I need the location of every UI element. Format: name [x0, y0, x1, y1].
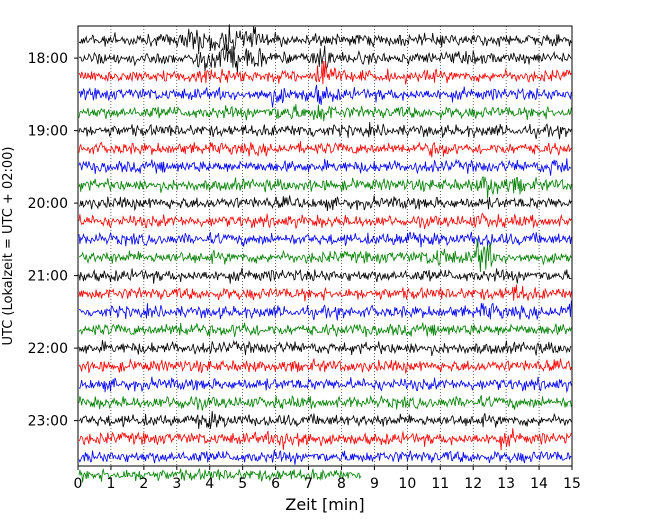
- seismic-trace: [78, 339, 572, 356]
- x-tick-label: 7: [304, 476, 313, 492]
- seismic-trace: [78, 428, 572, 451]
- x-tick-label: 2: [139, 476, 148, 492]
- x-tick-label: 8: [337, 476, 346, 492]
- x-tick-label: 13: [497, 476, 515, 492]
- y-tick-label: 19:00: [28, 124, 68, 140]
- x-tick-label: 0: [74, 476, 83, 492]
- seismic-trace: [78, 44, 572, 74]
- x-tick-label: 9: [370, 476, 379, 492]
- seismic-trace: [78, 195, 572, 212]
- seismic-trace: [78, 24, 572, 55]
- seismic-trace: [78, 395, 572, 411]
- y-tick-label: 22:00: [28, 341, 68, 357]
- x-tick-label: 1: [106, 476, 115, 492]
- y-axis-ticks: 18:00 19:00 20:00 21:00 22:00 23:00: [28, 51, 78, 430]
- y-tick-label: 21:00: [28, 269, 68, 285]
- x-tick-label: 3: [172, 476, 181, 492]
- x-tick-label: 14: [530, 476, 548, 492]
- x-tick-label: 15: [563, 476, 581, 492]
- seismic-trace: [78, 449, 572, 465]
- seismic-trace: [78, 158, 572, 176]
- seismic-trace: [78, 284, 572, 302]
- y-tick-label: 23:00: [28, 414, 68, 430]
- seismic-trace: [78, 358, 572, 375]
- seismic-trace: [78, 212, 572, 230]
- seismic-trace: [78, 300, 572, 321]
- seismic-trace: [78, 84, 572, 108]
- seismic-trace: [78, 376, 572, 394]
- y-tick-label: 20:00: [28, 196, 68, 212]
- x-axis-ticks: 0 1 2 3 4 5 6 7 8 9 10 11 12 13 14 15: [74, 466, 581, 492]
- y-tick-label: 18:00: [28, 51, 68, 67]
- x-tick-label: 6: [271, 476, 280, 492]
- x-tick-label: 12: [464, 476, 482, 492]
- seismic-trace: [78, 238, 572, 273]
- seismic-trace: [78, 267, 572, 284]
- seismic-trace: [78, 175, 572, 199]
- x-tick-label: 5: [238, 476, 247, 492]
- seismic-trace: [78, 60, 572, 85]
- vertical-gridlines: [110, 26, 540, 466]
- x-axis-label: Zeit [min]: [285, 495, 364, 514]
- x-tick-label: 4: [205, 476, 214, 492]
- plot-frame: [77, 25, 573, 467]
- seismic-trace: [78, 322, 572, 338]
- seismic-trace: [78, 104, 572, 122]
- seismic-trace: [78, 121, 572, 140]
- y-axis-label: UTC (Lokalzeit = UTC + 02:00): [1, 147, 16, 346]
- seismic-trace: [78, 410, 572, 429]
- x-tick-label: 11: [431, 476, 449, 492]
- seismic-trace: [78, 231, 572, 248]
- seismic-trace: [78, 467, 362, 483]
- seismic-traces: [78, 24, 572, 483]
- x-tick-label: 10: [398, 476, 416, 492]
- seismic-trace: [78, 141, 572, 158]
